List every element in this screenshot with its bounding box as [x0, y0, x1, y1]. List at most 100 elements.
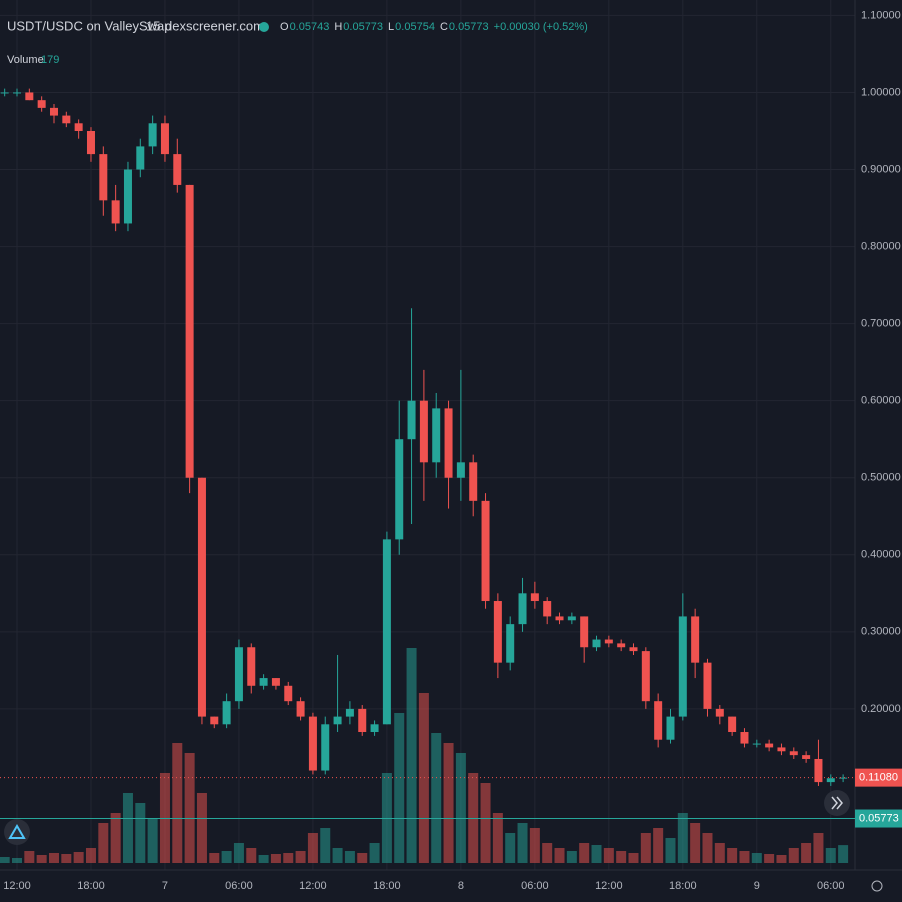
- candle-body: [481, 500, 490, 602]
- candle-body: [222, 701, 231, 725]
- volume-bar: [258, 855, 269, 863]
- x-tick-label: 06:00: [817, 880, 845, 892]
- volume-bar: [492, 813, 503, 863]
- price-tag: [855, 768, 902, 787]
- candle-body: [62, 115, 71, 124]
- volume-bar: [307, 833, 318, 863]
- volume-bar: [455, 753, 466, 863]
- candle-body: [308, 716, 317, 771]
- volume-bar: [764, 854, 775, 863]
- candle-body: [185, 184, 194, 478]
- volume-bar: [147, 818, 158, 863]
- volume-bar: [714, 843, 725, 863]
- settings-icon[interactable]: [871, 880, 883, 892]
- volume-bar: [517, 823, 528, 863]
- x-tick-label: 12:00: [3, 880, 31, 892]
- volume-bar: [727, 848, 738, 863]
- volume-bar: [246, 848, 257, 863]
- volume-bar: [394, 713, 405, 863]
- candle-body: [654, 701, 663, 740]
- candle-body: [543, 601, 552, 617]
- volume-bar: [24, 851, 35, 863]
- volume-bar: [776, 855, 787, 863]
- volume-bar: [751, 853, 762, 863]
- candle-body: [789, 751, 798, 756]
- volume-bar: [468, 773, 479, 863]
- y-tick-label: 0.50000: [861, 472, 901, 484]
- volume-bar: [270, 854, 281, 863]
- candle-body: [234, 647, 243, 702]
- x-tick-label: 8: [458, 880, 464, 892]
- volume-bar: [665, 838, 676, 863]
- volume-bar: [825, 848, 836, 863]
- y-tick-label: 0.80000: [861, 240, 901, 252]
- candle-body: [395, 439, 404, 540]
- volume-bar: [209, 853, 220, 863]
- y-tick-label: 1.10000: [861, 9, 901, 21]
- logo-icon: [8, 824, 26, 839]
- candle-body: [493, 601, 502, 663]
- candle-body: [99, 154, 108, 201]
- volume-bar: [480, 783, 491, 863]
- x-tick-label: 18:00: [669, 880, 697, 892]
- source: dexscreener.com: [165, 18, 264, 33]
- y-tick-label: 0.70000: [861, 318, 901, 330]
- volume-bar: [0, 857, 10, 863]
- candle-body: [210, 716, 219, 725]
- y-tick-label: 0.40000: [861, 549, 901, 561]
- volume-bar: [406, 648, 417, 863]
- scroll-icon: [831, 796, 843, 810]
- volume-bar: [381, 773, 392, 863]
- y-tick-label: 0.30000: [861, 626, 901, 638]
- volume-bar: [332, 848, 343, 863]
- candle-body: [382, 539, 391, 725]
- volume-bar: [196, 793, 207, 863]
- ohlc-key: H: [334, 21, 342, 33]
- candle-body: [173, 154, 182, 185]
- volume-bar: [801, 843, 812, 863]
- grid: [0, 0, 855, 870]
- ohlc-value: 0.05773: [343, 21, 383, 33]
- y-tick-label: 0.20000: [861, 703, 901, 715]
- volume-value: 179: [41, 54, 59, 66]
- volume-bar: [739, 851, 750, 863]
- volume-bar: [221, 851, 232, 863]
- candle-body: [592, 639, 601, 648]
- x-tick-label: 12:00: [299, 880, 327, 892]
- volume-bar: [443, 743, 454, 863]
- price-tag: [855, 809, 902, 828]
- volume-bar: [591, 845, 602, 863]
- volume-bar: [369, 843, 380, 863]
- candle-body: [345, 708, 354, 717]
- volume-bar: [283, 853, 294, 863]
- volume-bar: [12, 858, 22, 863]
- volume-bar: [344, 851, 355, 863]
- candle-body: [530, 593, 539, 602]
- candle-body: [148, 123, 157, 147]
- volume-bar: [172, 743, 183, 863]
- candle-body: [49, 107, 58, 116]
- volume-bar: [418, 693, 429, 863]
- x-tick-label: 9: [754, 880, 760, 892]
- candle-body: [444, 408, 453, 478]
- candle-body: [259, 678, 268, 686]
- change: +0.00030 (+0.52%): [494, 21, 588, 33]
- x-tick-label: 18:00: [77, 880, 105, 892]
- candle-body: [358, 708, 367, 733]
- ohlc-value: 0.05743: [290, 21, 330, 33]
- volume-bar: [135, 803, 146, 863]
- candle-body: [25, 92, 34, 101]
- candle-body: [691, 616, 700, 663]
- y-tick-label: 0.60000: [861, 395, 901, 407]
- candle-body: [197, 477, 206, 717]
- candle-body: [567, 616, 576, 621]
- ohlc-legend: O 0.05743 H 0.05773 L 0.05754 C 0.05773: [280, 21, 489, 33]
- ohlc-value: 0.05754: [395, 21, 435, 33]
- candle-body: [456, 462, 465, 478]
- y-tick-label: 0.90000: [861, 163, 901, 175]
- ohlc-key: L: [388, 21, 394, 33]
- candle-body: [703, 662, 712, 709]
- candle-body: [333, 716, 342, 725]
- x-tick-label: 18:00: [373, 880, 401, 892]
- logo[interactable]: [4, 819, 30, 845]
